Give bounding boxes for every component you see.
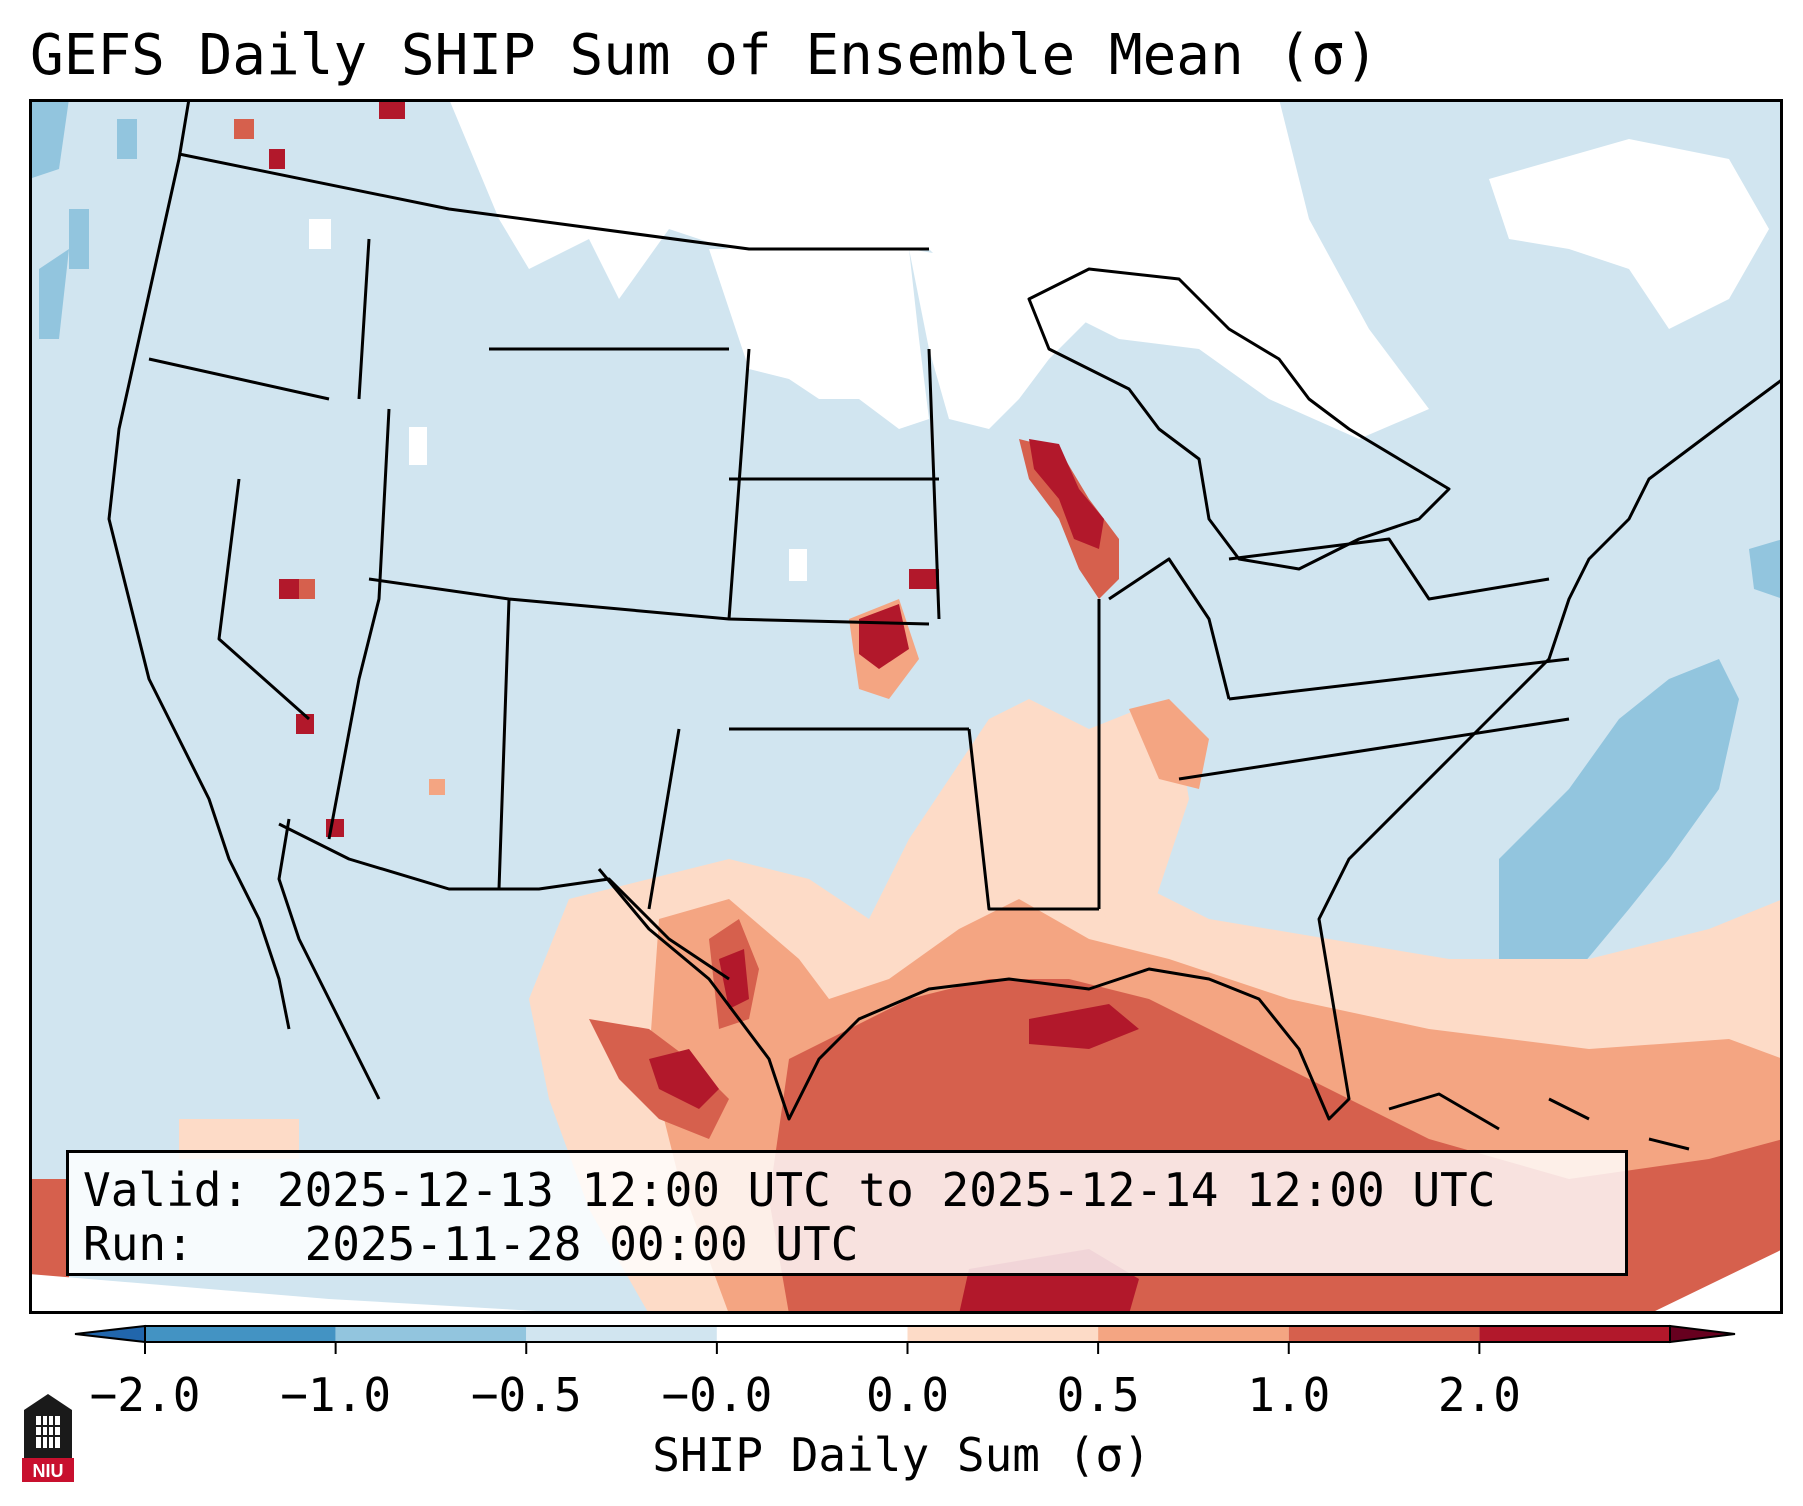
run-value: 2025-11-28 00:00 UTC xyxy=(304,1217,859,1271)
colorbar-tick-label: 2.0 xyxy=(1437,1368,1521,1422)
no-signal-region-minnesota xyxy=(909,249,1089,429)
no-signal-region-dakotas xyxy=(709,249,929,429)
gulf-coastline xyxy=(597,868,1351,1121)
out-of-domain-wedge xyxy=(1649,1249,1783,1314)
warm-speck xyxy=(234,119,254,139)
colorbar-tick-label: 0.0 xyxy=(865,1368,950,1422)
colorbar-bin xyxy=(1098,1326,1289,1342)
cool-region-pacific xyxy=(29,99,69,339)
west-coastline xyxy=(107,99,291,1030)
colorbar-tick-label: −0.5 xyxy=(470,1368,582,1422)
niu-logo-window-grid xyxy=(36,1416,60,1448)
map-frame xyxy=(29,99,1783,1314)
colorbar-bin xyxy=(145,1326,336,1342)
cool-region-atlantic-east xyxy=(1749,539,1783,599)
colorbar-tick-label: 0.5 xyxy=(1056,1368,1140,1422)
warm-speck xyxy=(299,579,315,599)
no-signal-speck xyxy=(409,427,427,465)
colorbar-tick-label: −1.0 xyxy=(280,1368,392,1422)
valid-label: Valid: xyxy=(83,1163,250,1217)
run-label: Run: xyxy=(83,1217,194,1271)
no-signal-speck xyxy=(309,219,331,249)
colorbar-tick-label: −0.0 xyxy=(661,1368,773,1422)
warm-region-texas-west-core xyxy=(719,949,749,1009)
colorbar-extend-high xyxy=(1669,1324,1736,1344)
atlantic-coastline xyxy=(1317,377,1783,1040)
caribbean-islands xyxy=(1388,1092,1690,1151)
niu-logo: NIU xyxy=(22,1394,74,1482)
colorbar-tick-label: 1.0 xyxy=(1247,1368,1331,1422)
cool-region-atlantic xyxy=(1499,659,1739,999)
warm-speck xyxy=(379,99,405,119)
colorbar-bin xyxy=(335,1326,527,1342)
valid-value: 2025-12-13 12:00 UTC to 2025-12-14 12:00… xyxy=(276,1163,1496,1217)
warm-speck xyxy=(429,779,445,795)
niu-logo-banner xyxy=(22,1458,74,1482)
canada-border xyxy=(178,152,929,251)
mexico-border xyxy=(278,822,730,981)
no-signal-region-northeast xyxy=(1489,139,1769,329)
no-signal-speck xyxy=(789,549,807,581)
warm-speck xyxy=(296,714,314,734)
warm-region-gulf-core xyxy=(1029,1004,1139,1049)
colorbar-extend-low xyxy=(74,1324,146,1344)
cool-speck xyxy=(69,209,89,269)
warm-speck xyxy=(909,569,939,589)
colorbar-label: SHIP Daily Sum (σ) xyxy=(652,1428,1151,1482)
warm-region-iowa-core xyxy=(1029,439,1104,549)
baja-coastline xyxy=(277,818,381,1100)
niu-logo-text: NIU xyxy=(33,1461,64,1481)
colorbar-bin xyxy=(907,1326,1099,1342)
colorbar xyxy=(74,1324,1736,1354)
warm-region-tennessee xyxy=(1129,699,1209,789)
state-lines xyxy=(148,238,1570,911)
colorbar-bin xyxy=(716,1326,908,1342)
warm-speck xyxy=(269,149,285,169)
warm-region-mexico-core xyxy=(649,1049,719,1109)
colorbar-bin xyxy=(1479,1326,1670,1342)
cool-speck xyxy=(117,119,137,159)
map-title: GEFS Daily SHIP Sum of Ensemble Mean (σ) xyxy=(30,23,1379,88)
validity-info-box: Valid: 2025-12-13 12:00 UTC to 2025-12-1… xyxy=(66,1150,1628,1276)
forecast-map xyxy=(29,99,1783,1314)
colorbar-tick-label: −2.0 xyxy=(89,1368,201,1422)
out-of-domain-wedge xyxy=(29,1274,589,1314)
great-lakes-outline xyxy=(1027,267,1451,571)
colorbar-bin xyxy=(526,1326,717,1342)
no-signal-region-canada xyxy=(449,99,1429,439)
colorbar-bin xyxy=(1288,1326,1480,1342)
warm-region-kansas-core xyxy=(859,604,909,669)
